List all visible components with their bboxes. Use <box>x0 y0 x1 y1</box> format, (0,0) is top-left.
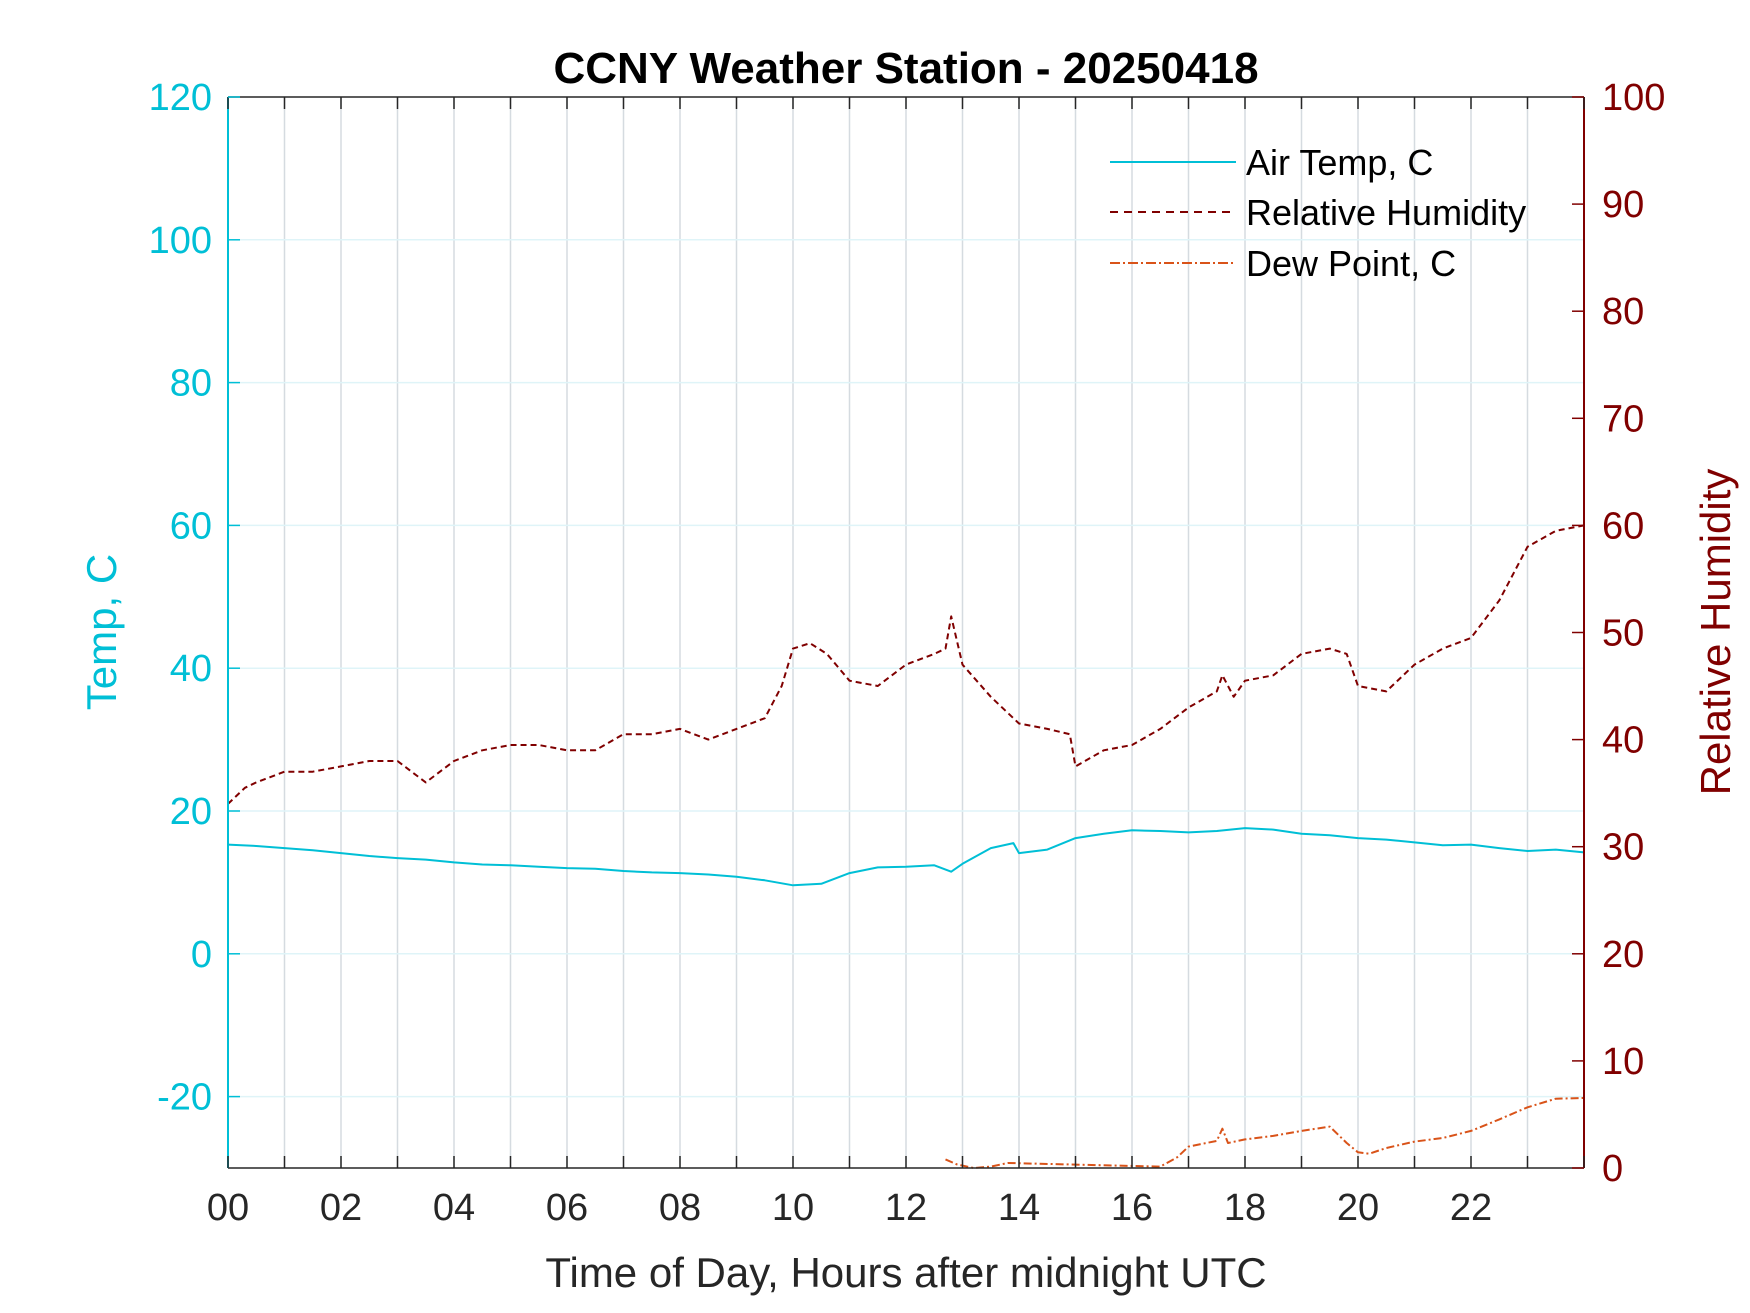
left-tick-label: 100 <box>149 220 212 262</box>
x-tick-label: 14 <box>998 1187 1040 1229</box>
right-tick-label: 100 <box>1602 77 1665 119</box>
right-tick-label: 80 <box>1602 291 1644 333</box>
x-tick-label: 20 <box>1337 1187 1379 1229</box>
left-tick-label: 60 <box>170 505 212 547</box>
right-tick-label: 60 <box>1602 505 1644 547</box>
chart-title: CCNY Weather Station - 20250418 <box>553 44 1258 93</box>
x-axis-label: Time of Day, Hours after midnight UTC <box>545 1249 1266 1296</box>
x-tick-label: 00 <box>207 1187 249 1229</box>
x-tick-label: 12 <box>885 1187 927 1229</box>
right-tick-label: 40 <box>1602 720 1644 762</box>
right-tick-label: 0 <box>1602 1148 1623 1190</box>
left-tick-label: 120 <box>149 77 212 119</box>
x-tick-label: 06 <box>546 1187 588 1229</box>
left-axis-label: Temp, C <box>78 554 125 710</box>
legend-label-humidity: Relative Humidity <box>1246 192 1526 233</box>
axes <box>227 96 1585 1169</box>
left-tick-label: 40 <box>170 648 212 690</box>
series-line-humidity <box>227 524 1585 805</box>
x-tick-label: 18 <box>1224 1187 1266 1229</box>
right-tick-label: 30 <box>1602 827 1644 869</box>
data-series <box>227 524 1585 1169</box>
series-line-dew-point <box>945 1097 1585 1169</box>
x-tick-label: 22 <box>1450 1187 1492 1229</box>
right-tick-label: 20 <box>1602 934 1644 976</box>
right-axis-label: Relative Humidity <box>1692 469 1739 796</box>
tick-labels: 00 02 04 06 08 10 12 14 16 18 20 22-200204060801001… <box>149 77 1666 1229</box>
right-tick-label: 50 <box>1602 613 1644 655</box>
left-tick-label: 0 <box>191 934 212 976</box>
right-tick-label: 10 <box>1602 1041 1644 1083</box>
series-line-air-temp <box>227 827 1585 887</box>
left-tick-label: 80 <box>170 363 212 405</box>
legend: Air Temp, C Relative Humidity Dew Point,… <box>1110 142 1526 284</box>
grid-lines <box>228 97 1584 1168</box>
legend-label-air-temp: Air Temp, C <box>1246 142 1433 183</box>
legend-label-dew-point: Dew Point, C <box>1246 243 1456 284</box>
left-tick-label: -20 <box>157 1077 212 1119</box>
x-tick-label: 16 <box>1111 1187 1153 1229</box>
right-tick-label: 90 <box>1602 184 1644 226</box>
x-tick-label: 02 <box>320 1187 362 1229</box>
left-tick-label: 20 <box>170 791 212 833</box>
x-tick-label: 10 <box>772 1187 814 1229</box>
x-tick-label: 08 <box>659 1187 701 1229</box>
x-tick-label: 04 <box>433 1187 475 1229</box>
right-tick-label: 70 <box>1602 398 1644 440</box>
